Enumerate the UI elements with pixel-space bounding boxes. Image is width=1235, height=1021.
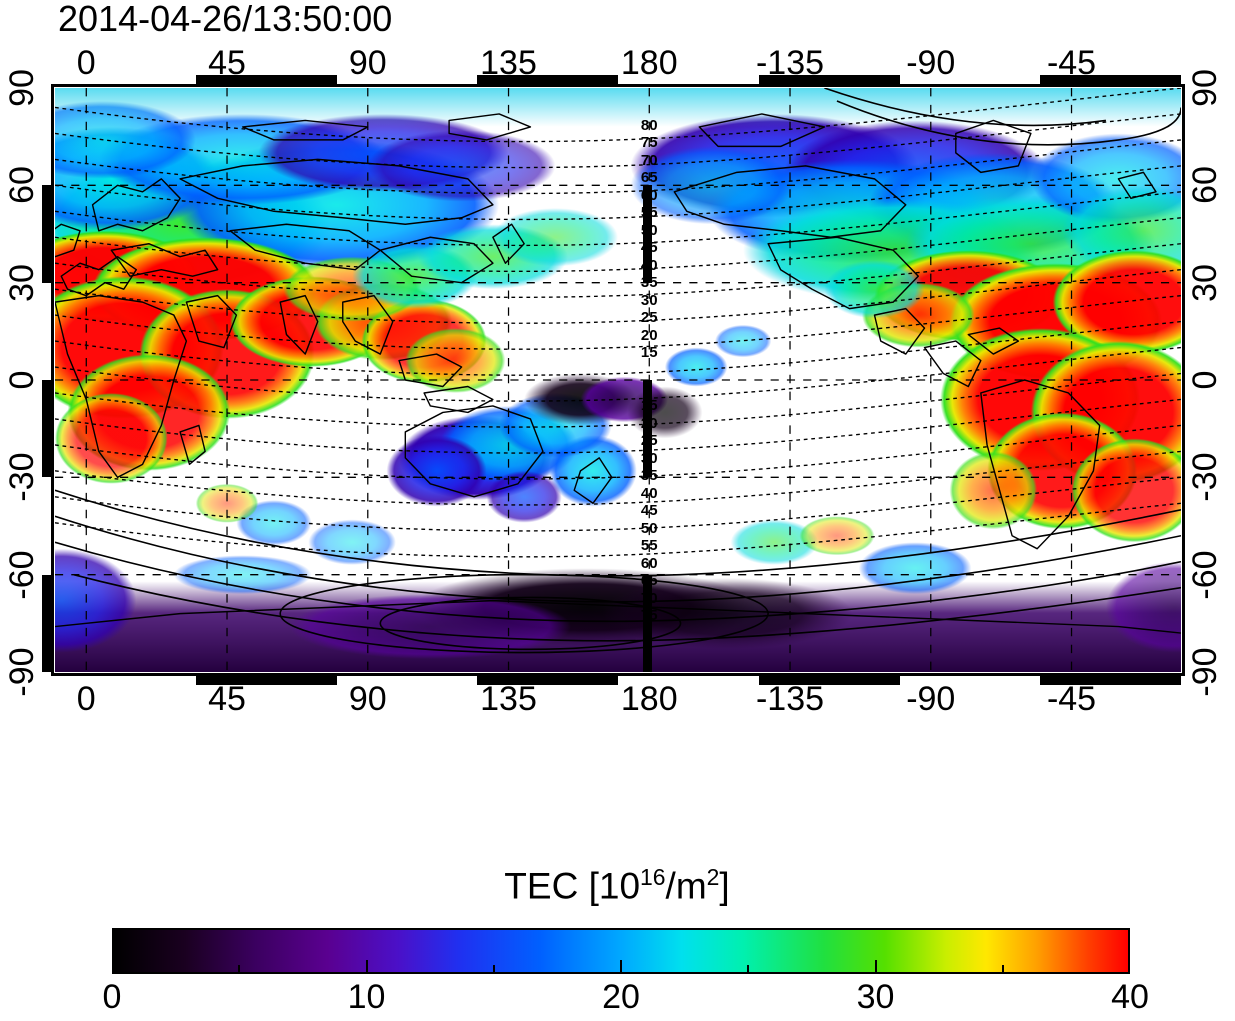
maglat-contour-label: 40: [640, 484, 658, 502]
colorbar-tick-label: 0: [102, 978, 122, 1016]
x-axis-tick-label: -45: [1046, 44, 1097, 82]
y-axis-tick-label: -30: [3, 452, 41, 502]
map-frame-right: [1182, 84, 1185, 676]
x-axis-tick-label: 180: [620, 44, 678, 82]
y-axis-tick-label: -60: [1186, 550, 1224, 600]
maglat-contour-label: 75: [640, 134, 658, 152]
colorbar-tick: [874, 960, 877, 974]
x-axis-tick-label: 180: [620, 680, 678, 718]
x-axis-tick-label: -45: [1046, 680, 1097, 718]
maglat-contour-label: 55: [640, 537, 658, 554]
colorbar-tick-label: 10: [347, 978, 386, 1016]
axis-frame-segment: [195, 75, 337, 84]
x-axis-tick-label: 45: [208, 44, 246, 82]
axis-frame-segment: [643, 574, 652, 672]
colorbar-tick-label: 40: [1111, 978, 1149, 1016]
axis-frame-segment: [758, 676, 900, 685]
axis-frame-segment: [477, 676, 618, 685]
colorbar-tick-label: 20: [602, 978, 640, 1016]
axis-frame-segment: [1040, 676, 1181, 685]
colorbar-tick-label: 30: [856, 978, 895, 1016]
maglat-contour-label: 20: [640, 326, 658, 344]
maglat-contour-label: 70: [640, 151, 658, 169]
maglat-contour-label: 60: [640, 554, 658, 572]
map-figure: 8075706560555045403530252015152025303540…: [42, 75, 1185, 685]
colorbar-tick: [620, 960, 622, 974]
maglat-contour-label: 65: [640, 169, 658, 187]
x-axis-tick-label: 45: [208, 680, 246, 718]
axis-frame-segment: [1040, 75, 1181, 84]
maglat-contour-label: 25: [640, 309, 658, 327]
y-axis-tick-label: -30: [1186, 452, 1224, 502]
y-axis-tick-label: -90: [1186, 647, 1224, 697]
y-axis-tick-label: 90: [1186, 69, 1224, 107]
maglat-contour-label: 45: [640, 502, 658, 519]
axis-frame-segment: [758, 75, 900, 84]
page-title: 2014-04-26/13:50:00: [58, 0, 393, 39]
maglat-contour-label: 80: [640, 117, 658, 134]
colorbar[interactable]: [112, 928, 1130, 974]
x-axis-tick-label: -90: [906, 680, 956, 718]
axis-frame-segment: [42, 380, 51, 478]
y-axis-tick-label: -60: [3, 550, 41, 600]
y-axis-tick-label: -90: [3, 647, 41, 697]
colorbar-tick: [747, 965, 750, 974]
colorbar-tick: [238, 965, 241, 974]
y-axis-tick-label: 30: [1186, 263, 1224, 302]
map-canvas: [55, 88, 1181, 672]
axis-frame-segment: [195, 676, 337, 685]
axis-frame-segment: [477, 75, 618, 84]
map-frame-left: [51, 84, 54, 676]
axis-frame-segment: [42, 574, 51, 672]
colorbar-title-suffix: /m: [665, 865, 707, 907]
colorbar-title-close: ]: [719, 865, 730, 907]
colorbar-tick: [1001, 965, 1004, 974]
maglat-contour-label: 50: [640, 519, 658, 537]
y-axis-tick-label: 60: [1186, 166, 1224, 205]
x-axis-tick-label: 135: [480, 680, 537, 718]
axis-frame-segment: [42, 185, 51, 283]
x-axis-tick-label: 90: [348, 44, 387, 82]
colorbar-title-suffix-exponent: 2: [706, 864, 720, 890]
map-frame-bottom: [51, 673, 1185, 676]
maglat-contour-layer: [55, 88, 1181, 558]
x-axis-tick-label: 90: [348, 680, 387, 718]
map-frame-top: [51, 84, 1185, 87]
colorbar-tick: [492, 965, 495, 974]
y-axis-tick-label: 30: [3, 263, 41, 302]
y-axis-tick-label: 0: [1186, 370, 1224, 390]
colorbar-title-exponent: 16: [640, 864, 666, 890]
x-axis-tick-label: -135: [755, 680, 825, 718]
colorbar-title-prefix: TEC [10: [504, 865, 641, 907]
colorbar-title: TEC [1016/m2]: [504, 864, 729, 907]
y-axis-tick-label: 0: [3, 370, 41, 390]
x-axis-tick-label: -90: [906, 44, 956, 82]
colorbar-tick: [365, 960, 368, 974]
map-plot-area[interactable]: 8075706560555045403530252015152025303540…: [55, 88, 1181, 672]
maglat-contour-label: 30: [640, 291, 658, 309]
y-axis-tick-label: 60: [3, 166, 41, 205]
x-axis-tick-label: 0: [76, 44, 96, 82]
axis-frame-segment: [643, 185, 652, 283]
x-axis-tick-label: 0: [76, 680, 96, 718]
axis-frame-segment: [643, 380, 652, 478]
x-axis-tick-label: 135: [480, 44, 537, 82]
y-axis-tick-label: 90: [3, 69, 41, 107]
maglat-contour-label: 15: [640, 344, 658, 361]
x-axis-tick-label: -135: [755, 44, 825, 82]
